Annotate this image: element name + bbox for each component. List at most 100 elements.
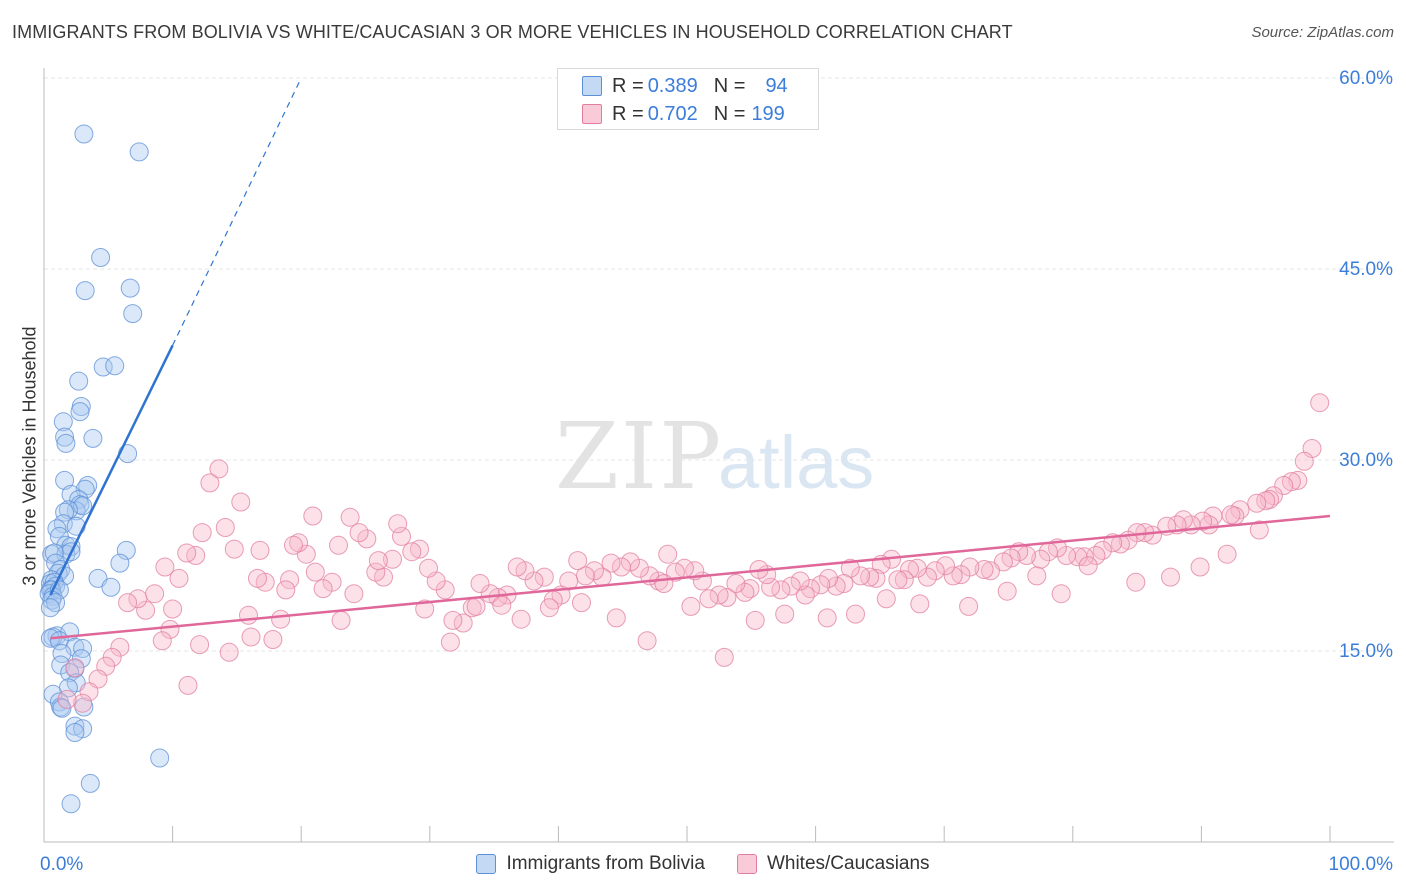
legend-r-label: R = [612, 74, 644, 97]
point-whites-182 [959, 596, 979, 616]
point-whites-177 [775, 604, 795, 624]
point-whites-171 [606, 608, 626, 628]
point-bolivia-3 [75, 281, 95, 301]
point-bolivia-27 [66, 516, 86, 536]
point-bolivia-10 [70, 402, 90, 422]
legend-r-label: R = [612, 102, 644, 125]
point-bolivia-1 [129, 142, 149, 162]
legend-row-whites: R = 0.702 N = 199 [582, 100, 785, 128]
point-whites-95 [507, 557, 527, 577]
watermark-zip: ZIP [555, 403, 723, 510]
point-whites-191 [1249, 520, 1269, 540]
point-whites-153 [190, 635, 210, 655]
point-whites-170 [572, 593, 591, 613]
y-tick-label-2: 45.0% [1339, 259, 1393, 280]
point-whites-2 [1294, 451, 1314, 471]
legend-swatch-bolivia [582, 76, 602, 96]
point-bolivia-78 [150, 748, 170, 768]
point-whites-41 [951, 565, 971, 585]
point-whites-185 [1051, 584, 1071, 604]
point-whites-112 [357, 529, 377, 549]
bottom-legend-label-whites: Whites/Caucasians [766, 853, 930, 874]
point-bolivia-54 [46, 593, 66, 613]
point-whites-82 [620, 552, 640, 572]
point-whites-168 [511, 609, 531, 629]
point-whites-164 [415, 599, 435, 619]
point-whites-187 [1126, 572, 1146, 592]
watermark-atlas: atlas [718, 421, 874, 504]
point-bolivia-16 [55, 470, 75, 490]
point-whites-84 [601, 553, 621, 573]
bottom-legend-swatch-whites [736, 854, 757, 874]
point-bolivia-28 [47, 519, 67, 539]
point-whites-178 [817, 608, 837, 628]
point-bolivia-38 [110, 553, 130, 573]
point-whites-157 [276, 580, 296, 600]
point-bolivia-51 [101, 577, 121, 597]
point-whites-38 [981, 561, 1000, 581]
point-bolivia-62 [73, 639, 93, 658]
point-whites-141 [118, 593, 138, 613]
point-whites-10 [1230, 500, 1250, 520]
point-bolivia-80 [61, 794, 81, 814]
point-whites-165 [440, 632, 460, 652]
bottom-legend-item-bolivia[interactable]: Immigrants from Bolivia [476, 853, 705, 875]
point-bolivia-18 [75, 479, 95, 499]
legend-row-bolivia: R = 0.389 N = 94 [582, 72, 788, 100]
point-whites-130 [209, 459, 229, 479]
series-immigrants-from-bolivia [39, 124, 170, 814]
point-whites-149 [57, 689, 77, 709]
point-whites-78 [658, 544, 678, 564]
point-whites-65 [761, 577, 781, 597]
point-whites-58 [819, 568, 838, 588]
point-whites-108 [392, 526, 411, 546]
point-whites-88 [568, 551, 588, 571]
point-whites-56 [834, 574, 854, 593]
point-whites-135 [169, 568, 189, 588]
point-whites-152 [178, 675, 198, 695]
y-tick-label-1: 30.0% [1339, 450, 1393, 471]
point-whites-70 [726, 574, 746, 593]
point-whites-188 [1161, 567, 1180, 587]
tick-labels: 15.0% 30.0% 45.0% 60.0% 0.0% 100.0% [40, 68, 1393, 875]
bottom-legend-swatch-bolivia [476, 854, 497, 874]
point-bolivia-36 [44, 543, 64, 563]
bottom-legend-item-whites[interactable]: Whites/Caucasians [736, 853, 930, 875]
point-whites-48 [894, 570, 914, 590]
point-whites-174 [681, 596, 701, 616]
point-whites-15 [1193, 511, 1213, 531]
point-bolivia-75 [65, 716, 85, 736]
point-whites-190 [1217, 544, 1237, 564]
point-whites-139 [136, 600, 156, 620]
bottom-legend: Immigrants from Bolivia Whites/Caucasian… [0, 850, 1406, 878]
point-whites-181 [910, 594, 930, 614]
legend-n-label: N = [713, 102, 746, 125]
point-whites-12 [1221, 505, 1241, 525]
point-bolivia-5 [123, 304, 143, 324]
point-whites-59 [811, 575, 831, 595]
point-bolivia-73 [52, 698, 72, 718]
point-whites-54 [851, 566, 871, 586]
point-whites-99 [470, 574, 490, 593]
bottom-legend-label-bolivia: Immigrants from Bolivia [506, 853, 705, 874]
point-whites-125 [248, 568, 267, 588]
point-whites-163 [388, 514, 408, 534]
axes [43, 68, 1394, 843]
point-bolivia-77 [65, 723, 85, 742]
point-whites-121 [280, 570, 300, 590]
point-whites-147 [73, 693, 93, 713]
point-bolivia-72 [51, 697, 71, 717]
point-whites-131 [200, 473, 220, 493]
point-bolivia-2 [91, 248, 111, 267]
point-whites-83 [611, 557, 631, 577]
point-whites-0 [1310, 393, 1330, 413]
legend-r-value: 0.702 [647, 102, 698, 125]
chart-title: IMMIGRANTS FROM BOLIVIA VS WHITE/CAUCASI… [12, 22, 1013, 42]
legend-stats: R = 0.389 N = 94 R = 0.702 N = 199 [557, 68, 819, 130]
source-credit: Source: ZipAtlas.com [1251, 24, 1394, 41]
point-whites-26 [1092, 540, 1112, 560]
legend-n-value: 199 [751, 102, 785, 125]
point-whites-68 [740, 579, 760, 599]
